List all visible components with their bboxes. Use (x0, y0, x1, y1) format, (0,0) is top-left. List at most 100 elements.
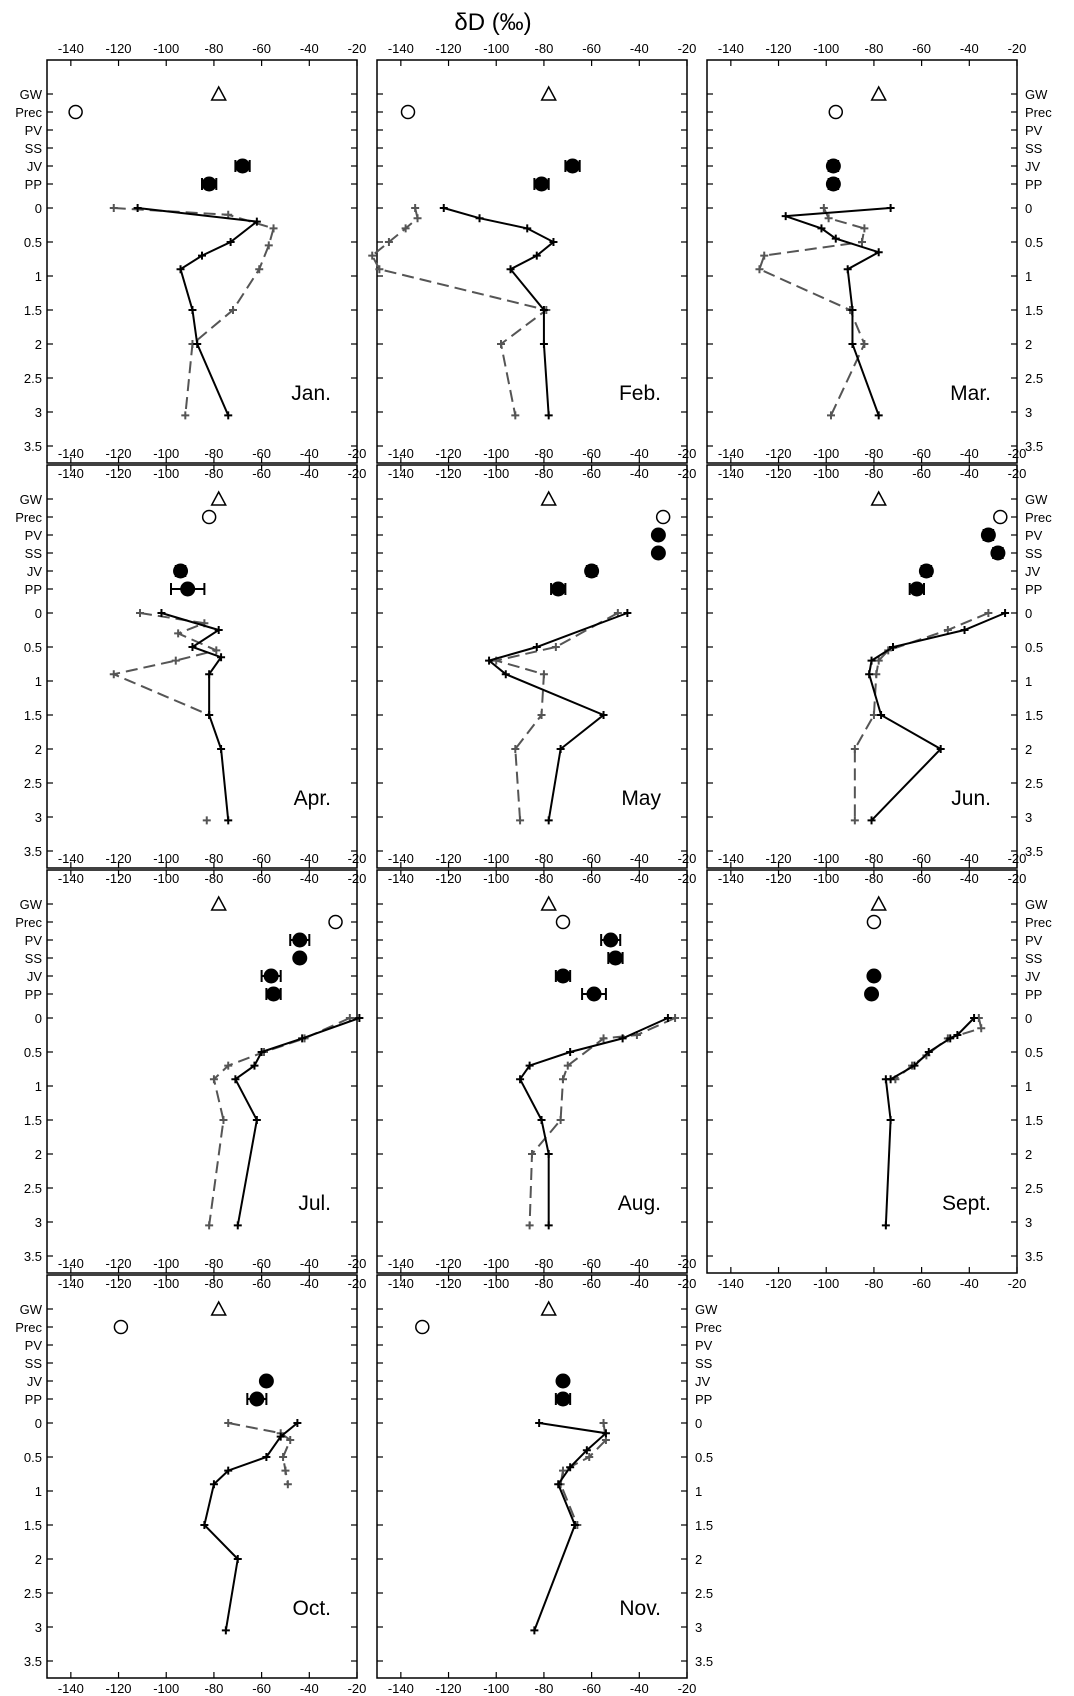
solid-profile-point (233, 1221, 242, 1230)
solid-profile-point (233, 1555, 242, 1563)
pv-filled-marker (292, 932, 308, 948)
solid-profile-point (217, 653, 226, 662)
depth-label: 3 (1025, 1215, 1032, 1230)
depth-label: 1 (1025, 269, 1032, 284)
category-label: JV (27, 969, 43, 984)
solid-profile-point (554, 1480, 563, 1489)
x-tick-label: -60 (252, 1276, 271, 1291)
dashed-profile-point (559, 1466, 567, 1475)
solid-profile-point (848, 340, 857, 348)
depth-label: 2 (35, 1552, 42, 1567)
x-tick-label: -140 (58, 41, 84, 56)
category-label: PP (25, 582, 42, 597)
x-tick-label: -140 (718, 41, 744, 56)
x-tick-label: -120 (766, 446, 792, 461)
depth-label: 3 (35, 405, 42, 420)
solid-profile-point (217, 745, 226, 753)
solid-profile-point (221, 1626, 230, 1635)
x-tick-label: -100 (483, 1276, 509, 1291)
dashed-profile-line (113, 207, 275, 416)
x-tick-label: -40 (960, 871, 979, 886)
solid-profile-point (566, 1463, 575, 1472)
x-tick-label: -100 (483, 1681, 509, 1696)
dashed-profile-point (858, 238, 866, 246)
ss-filled-marker (292, 950, 308, 966)
depth-label: 1.5 (24, 1113, 42, 1128)
solid-profile-point (623, 609, 632, 617)
x-tick-label: -80 (535, 1681, 554, 1696)
x-tick-label: -140 (388, 851, 414, 866)
solid-profile-point (881, 1075, 890, 1084)
gw-triangle-marker (870, 895, 887, 911)
x-tick-label: -100 (483, 871, 509, 886)
month-label: Apr. (294, 787, 331, 810)
x-tick-label: -20 (348, 41, 367, 56)
pp-filled-marker (555, 1391, 571, 1407)
x-tick-label: -140 (388, 466, 414, 481)
pp-filled-marker (909, 581, 925, 597)
panel-oct: -140 -140 -120 -120 -100 -100 -80 -80 -60 -60 -40 -… (15, 1256, 366, 1696)
depth-label: 2.5 (24, 1586, 42, 1601)
dashed-profile-point (411, 204, 420, 212)
solid-profile-point (501, 670, 510, 679)
solid-profile-point (539, 340, 548, 348)
x-tick-label: -80 (205, 446, 224, 461)
solid-profile-point (618, 1034, 627, 1043)
x-tick-label: -100 (153, 41, 179, 56)
x-tick-label: -60 (252, 1256, 271, 1271)
depth-label: 3 (35, 1215, 42, 1230)
x-tick-label: -80 (865, 446, 884, 461)
x-tick-label: -20 (678, 1256, 697, 1271)
dashed-profile-point (860, 224, 869, 233)
x-tick-label: -20 (348, 1681, 367, 1696)
x-tick-label: -40 (630, 466, 649, 481)
depth-label: 2.5 (695, 1586, 713, 1601)
x-tick-label: -100 (813, 851, 839, 866)
solid-profile-point (530, 1626, 539, 1635)
dashed-profile-point (401, 224, 410, 233)
x-tick-label: -60 (252, 871, 271, 886)
x-tick-label: -100 (813, 871, 839, 886)
pv-filled-marker (980, 527, 996, 543)
pp-filled-marker (534, 176, 550, 192)
category-label: SS (1025, 951, 1043, 966)
dashed-profile-point (109, 204, 118, 212)
x-tick-label: -120 (106, 41, 132, 56)
solid-profile-point (262, 1453, 271, 1461)
solid-profile-point (817, 224, 826, 233)
category-label: GW (1025, 87, 1048, 102)
x-tick-label: -80 (865, 466, 884, 481)
prec-open-marker (655, 509, 671, 525)
category-label: JV (1025, 159, 1041, 174)
category-label: SS (25, 1356, 43, 1371)
x-tick-label: -40 (300, 446, 319, 461)
solid-profile-point (831, 234, 840, 243)
dashed-profile-point (368, 251, 377, 260)
category-label: SS (695, 1356, 713, 1371)
category-label: Prec (1025, 510, 1052, 525)
dashed-profile-point (212, 646, 221, 655)
category-label: SS (25, 141, 43, 156)
x-tick-label: -40 (630, 446, 649, 461)
month-label: Jun. (951, 787, 991, 810)
dashed-profile-line (758, 207, 866, 416)
x-tick-label: -60 (582, 41, 601, 56)
solid-profile-point (886, 1116, 895, 1124)
x-tick-label: -120 (436, 1681, 462, 1696)
dashed-profile-point (563, 1061, 572, 1070)
depth-label: 1.5 (24, 1518, 42, 1533)
x-tick-label: -40 (300, 41, 319, 56)
x-tick-label: -80 (865, 871, 884, 886)
category-label: JV (27, 564, 43, 579)
x-tick-label: -120 (436, 1256, 462, 1271)
x-tick-label: -140 (388, 41, 414, 56)
pp-filled-marker (586, 986, 602, 1002)
x-tick-label: -120 (436, 446, 462, 461)
solid-profile-point (566, 1048, 575, 1056)
category-label: PV (25, 123, 43, 138)
pp-filled-marker (249, 1391, 265, 1407)
x-tick-label: -100 (483, 851, 509, 866)
panel-frame (376, 1274, 688, 1679)
x-tick-label: -40 (630, 41, 649, 56)
solid-profile-point (544, 816, 553, 825)
